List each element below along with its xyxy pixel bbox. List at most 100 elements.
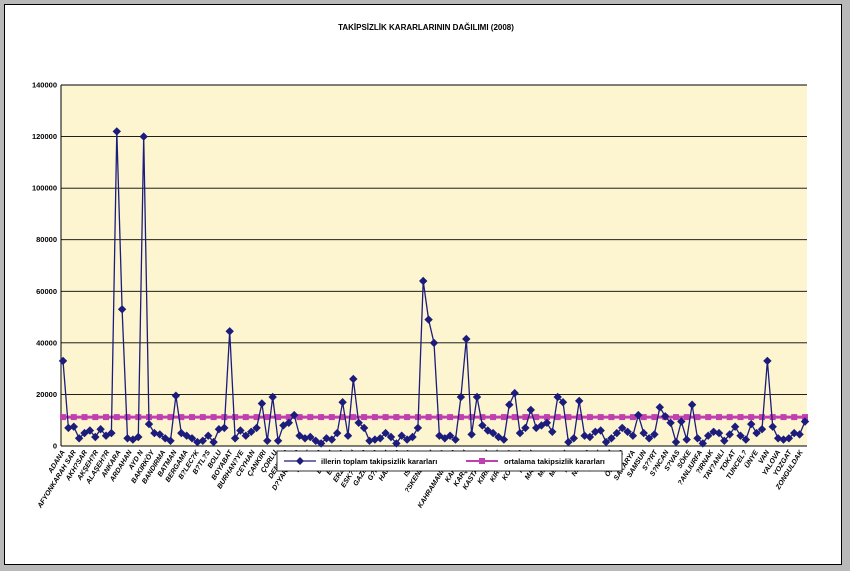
legend: illerin toplam takipsizlik kararları ort… bbox=[276, 450, 623, 472]
average-point bbox=[608, 414, 615, 421]
average-point bbox=[791, 414, 798, 421]
data-point bbox=[107, 428, 116, 438]
data-point bbox=[263, 436, 272, 445]
data-point bbox=[601, 437, 611, 447]
data-point bbox=[564, 437, 573, 447]
data-point bbox=[650, 430, 659, 439]
data-point bbox=[413, 423, 423, 433]
average-point bbox=[705, 414, 712, 421]
data-point bbox=[268, 392, 277, 402]
data-point bbox=[257, 399, 267, 408]
data-point bbox=[343, 431, 353, 440]
data-point bbox=[419, 276, 428, 286]
data-point bbox=[74, 434, 84, 443]
data-point bbox=[58, 356, 68, 366]
data-point bbox=[488, 428, 498, 438]
data-point bbox=[445, 431, 455, 440]
data-point bbox=[96, 425, 105, 434]
data-point bbox=[187, 434, 197, 443]
average-point bbox=[296, 414, 303, 421]
data-point bbox=[424, 315, 433, 324]
average-point bbox=[748, 414, 755, 421]
average-point bbox=[683, 414, 690, 421]
average-point bbox=[60, 414, 66, 421]
average-point bbox=[361, 414, 368, 421]
data-point bbox=[677, 417, 686, 426]
average-point bbox=[232, 414, 239, 421]
average-point bbox=[802, 414, 808, 421]
data-point bbox=[316, 439, 326, 448]
average-point bbox=[81, 414, 88, 421]
average-point bbox=[113, 414, 120, 421]
average-point bbox=[436, 414, 443, 421]
data-point bbox=[725, 430, 734, 439]
data-point bbox=[747, 419, 756, 429]
average-point bbox=[339, 414, 346, 421]
data-point bbox=[252, 423, 261, 433]
data-point bbox=[591, 427, 600, 436]
average-point bbox=[382, 414, 389, 421]
average-point bbox=[350, 414, 357, 421]
data-point bbox=[408, 432, 417, 442]
data-point bbox=[236, 426, 245, 435]
y-tick-label: 100000 bbox=[32, 184, 57, 193]
average-point bbox=[522, 414, 529, 421]
data-point bbox=[112, 127, 121, 136]
data-point bbox=[478, 421, 487, 430]
average-point bbox=[651, 414, 658, 421]
data-point bbox=[596, 426, 605, 435]
data-point bbox=[682, 435, 691, 444]
data-point bbox=[709, 427, 718, 436]
average-point bbox=[210, 414, 217, 421]
data-point bbox=[773, 434, 783, 443]
data-point bbox=[284, 418, 293, 427]
average-point bbox=[479, 414, 486, 421]
average-point bbox=[543, 414, 550, 421]
data-point bbox=[800, 417, 810, 426]
average-point bbox=[500, 414, 507, 421]
average-point bbox=[318, 414, 325, 421]
legend-label-total: illerin toplam takipsizlik kararları bbox=[321, 457, 437, 466]
chart-area: TAKİPSİZLİK KARARLARININ DAĞILIMI (2008)… bbox=[4, 4, 842, 565]
average-point bbox=[554, 414, 561, 421]
data-point bbox=[306, 432, 315, 442]
y-tick-label: 140000 bbox=[32, 81, 57, 90]
average-point bbox=[673, 414, 679, 421]
data-point bbox=[117, 305, 127, 314]
average-point bbox=[156, 414, 163, 421]
average-point bbox=[393, 414, 400, 421]
data-point bbox=[612, 428, 621, 438]
average-point bbox=[759, 414, 765, 421]
data-point bbox=[752, 428, 761, 438]
data-point bbox=[392, 439, 401, 448]
data-point bbox=[661, 412, 670, 421]
data-point bbox=[456, 392, 466, 402]
data-point bbox=[333, 428, 342, 438]
average-point bbox=[457, 414, 464, 421]
average-point bbox=[404, 414, 411, 421]
average-point bbox=[716, 414, 722, 421]
average-point bbox=[737, 414, 744, 421]
y-tick-label: 120000 bbox=[32, 132, 57, 141]
data-point bbox=[273, 436, 283, 445]
data-point bbox=[381, 428, 390, 438]
data-point bbox=[247, 427, 256, 436]
data-point bbox=[85, 426, 95, 435]
average-point bbox=[640, 414, 647, 421]
data-point bbox=[515, 428, 525, 438]
chart-svg: TAKİPSİZLİK KARARLARININ DAĞILIMI (2008)… bbox=[32, 23, 810, 510]
total-series bbox=[58, 127, 810, 448]
data-point bbox=[499, 435, 509, 444]
data-point bbox=[198, 436, 207, 445]
data-point bbox=[144, 419, 154, 429]
data-point bbox=[698, 439, 707, 448]
data-point bbox=[693, 434, 702, 443]
data-point bbox=[241, 431, 250, 440]
average-point bbox=[371, 414, 378, 421]
data-point bbox=[386, 432, 396, 442]
data-point bbox=[521, 423, 530, 433]
data-point bbox=[225, 327, 234, 336]
data-point bbox=[790, 428, 799, 438]
y-tick-label: 40000 bbox=[36, 338, 57, 347]
data-point bbox=[655, 403, 664, 412]
